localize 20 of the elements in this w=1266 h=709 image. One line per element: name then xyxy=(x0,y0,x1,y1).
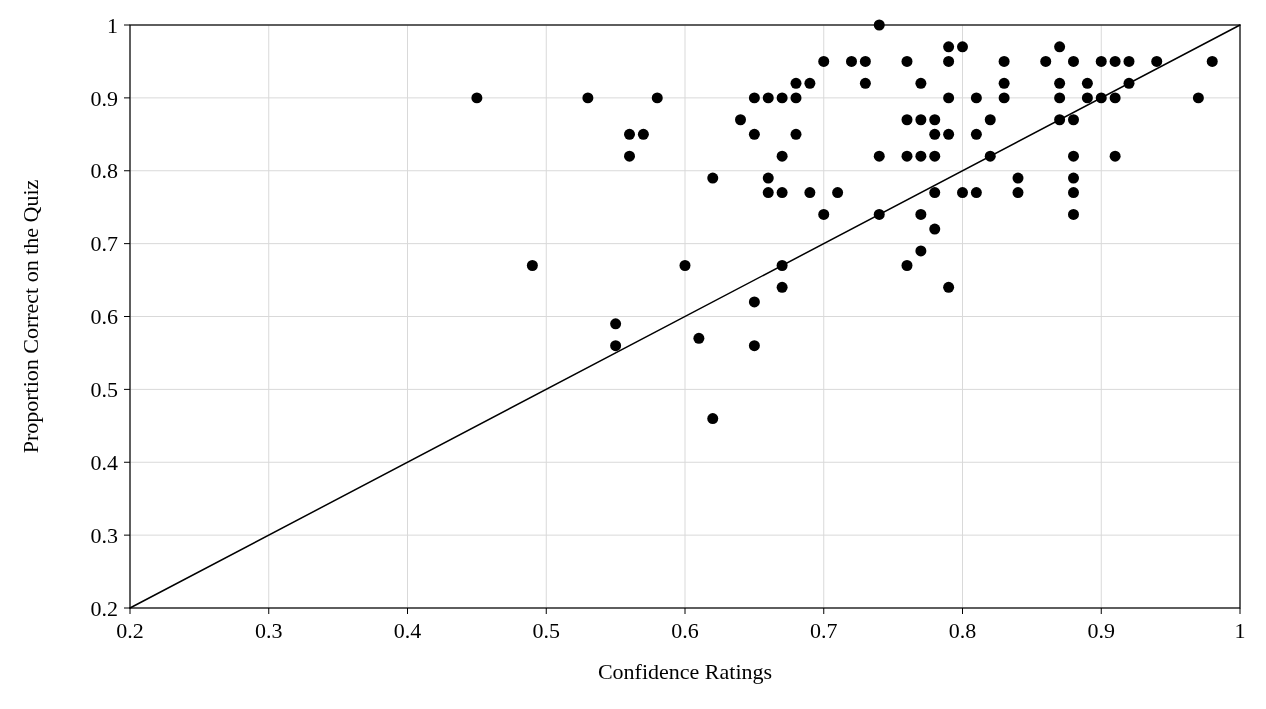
y-tick-label: 0.5 xyxy=(90,377,118,403)
y-tick-label: 0.3 xyxy=(90,522,118,548)
x-tick-label: 0.5 xyxy=(532,618,560,643)
x-tick-label: 1 xyxy=(1234,618,1246,643)
x-tick-label: 0.2 xyxy=(116,618,144,643)
x-tick-label: 0.6 xyxy=(671,618,699,643)
y-tick-label: 0.2 xyxy=(90,595,118,621)
x-tick-label: 0.9 xyxy=(1087,618,1115,643)
y-axis-title: Proportion Correct on the Quiz xyxy=(18,179,43,454)
x-axis-title: Confidence Ratings xyxy=(597,659,773,684)
x-tick-label: 0.3 xyxy=(255,618,283,643)
y-tick-label: 1 xyxy=(107,12,118,38)
y-tick-label: 0.4 xyxy=(90,449,118,475)
y-tick-label: 0.7 xyxy=(90,231,118,257)
x-tick-label: 0.7 xyxy=(810,618,838,643)
x-tick-label: 0.4 xyxy=(393,618,422,643)
x-tick-label: 0.8 xyxy=(948,618,977,643)
y-tick-label: 0.6 xyxy=(90,304,118,330)
y-tick-label: 0.8 xyxy=(90,158,118,184)
y-tick-label: 0.9 xyxy=(90,85,118,111)
